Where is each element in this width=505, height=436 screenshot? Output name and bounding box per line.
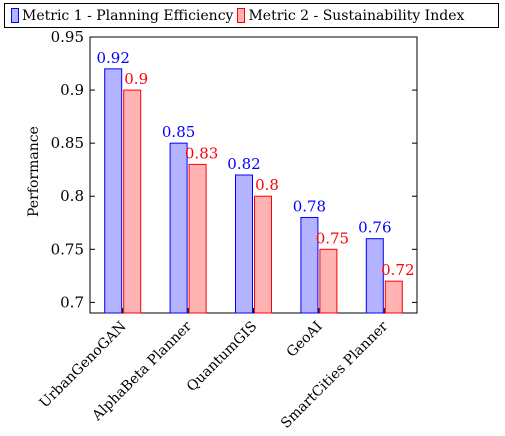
data-label-metric-1: 0.92 xyxy=(96,49,129,67)
y-tick-label: 0.75 xyxy=(51,240,84,258)
y-tick-label: 0.8 xyxy=(60,187,84,205)
y-tick-label: 0.7 xyxy=(60,293,84,311)
data-label-metric-2: 0.9 xyxy=(124,70,148,88)
legend-label-metric-2: Metric 2 - Sustainability Index xyxy=(248,7,465,24)
data-label-metric-1: 0.78 xyxy=(293,197,326,215)
bar-metric-2 xyxy=(123,89,142,314)
legend-swatch-metric-2 xyxy=(237,8,246,23)
data-label-metric-2: 0.75 xyxy=(316,229,349,247)
data-label-metric-1: 0.85 xyxy=(162,123,195,141)
y-tick-label: 0.9 xyxy=(60,81,84,99)
y-tick-label: 0.95 xyxy=(51,28,84,46)
legend-item-metric-2: Metric 2 - Sustainability Index xyxy=(237,8,464,24)
bar-metric-1 xyxy=(169,142,188,314)
y-tick-label: 0.85 xyxy=(51,134,84,152)
legend-item-metric-1: Metric 1 - Planning Efficiency xyxy=(11,8,233,24)
bar-metric-1 xyxy=(300,216,319,314)
legend: Metric 1 - Planning Efficiency Metric 2 … xyxy=(4,3,499,28)
data-label-metric-2: 0.83 xyxy=(185,144,218,162)
bar-metric-1 xyxy=(235,174,253,314)
bar-metric-1 xyxy=(104,68,123,314)
legend-label-metric-1: Metric 1 - Planning Efficiency xyxy=(22,7,234,24)
bar-metric-2 xyxy=(319,248,338,314)
bar-metric-2 xyxy=(384,280,403,314)
data-label-metric-2: 0.72 xyxy=(381,261,414,279)
data-label-metric-1: 0.82 xyxy=(227,155,260,173)
legend-swatch-metric-1 xyxy=(11,8,19,23)
x-category-label: SmartCities Planner xyxy=(278,318,391,431)
x-category-label: QuantumGIS xyxy=(184,319,260,395)
data-label-metric-1: 0.76 xyxy=(358,219,391,237)
x-category-label: GeoAI xyxy=(284,319,326,361)
data-label-metric-2: 0.8 xyxy=(255,176,279,194)
bar-metric-1 xyxy=(365,238,384,314)
bar-metric-2 xyxy=(188,163,207,314)
bar-metric-2 xyxy=(254,195,272,314)
